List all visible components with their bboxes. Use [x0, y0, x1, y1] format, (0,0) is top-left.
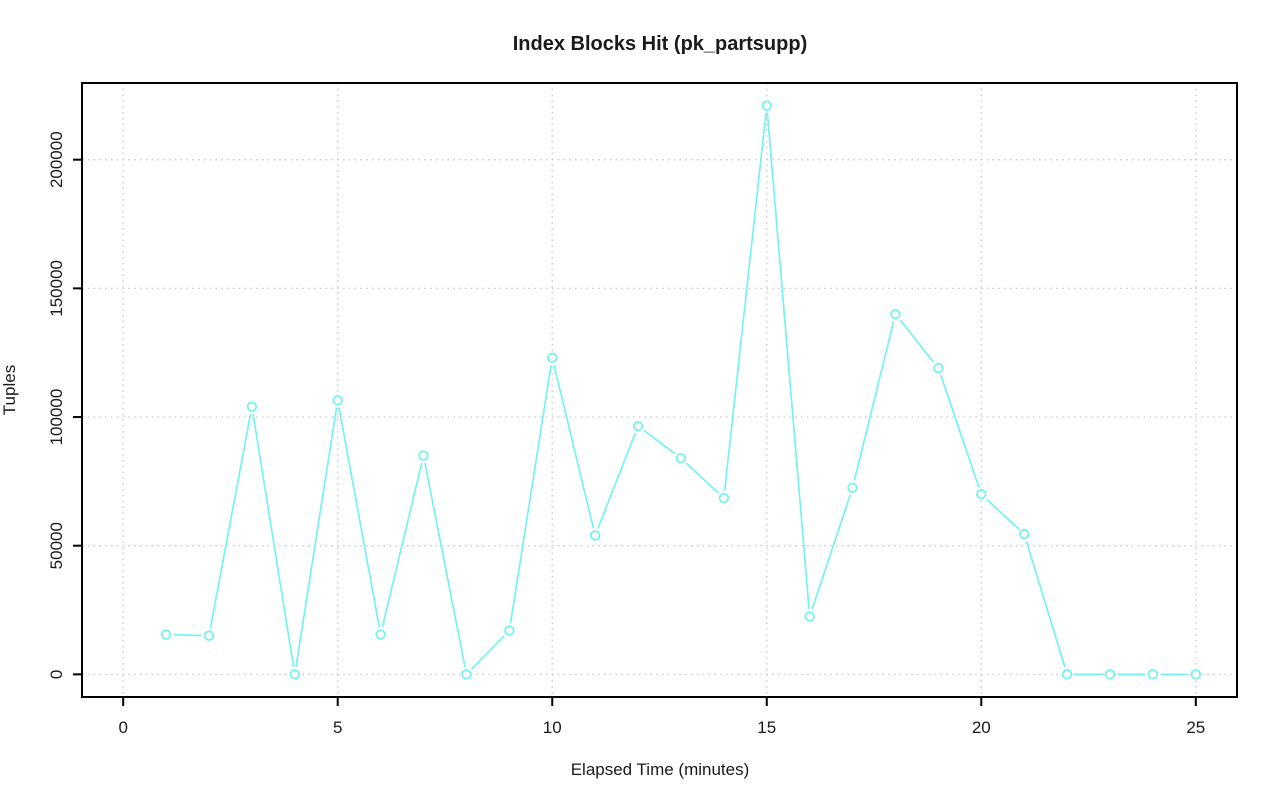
line-segment: [853, 321, 895, 481]
data-point-marker: [1018, 528, 1030, 540]
line-segment: [338, 407, 381, 628]
line-segment: [252, 413, 295, 668]
y-tick-label: 150000: [47, 260, 66, 317]
x-axis-label: Elapsed Time (minutes): [571, 760, 750, 779]
plot-border: [81, 82, 1238, 698]
data-point-marker: [160, 629, 172, 640]
data-point-marker: [718, 492, 730, 504]
axis-layer: 0 5 10 15 20 25 0 50000 100000 150000 200000: [47, 131, 1205, 737]
line-segment: [723, 113, 767, 491]
chart-title: Index Blocks Hit (pk_partsupp): [513, 33, 808, 55]
x-tick-label: 5: [333, 718, 342, 737]
data-point-marker: [461, 669, 472, 680]
data-point-marker: [203, 630, 215, 641]
line-segment: [381, 462, 423, 628]
y-axis-label: Tuples: [0, 365, 19, 415]
data-point-marker: [589, 530, 601, 541]
data-point-marker: [976, 489, 987, 500]
data-point-marker: [418, 450, 429, 461]
data-point-marker: [933, 362, 944, 374]
data-point-marker: [1061, 669, 1073, 680]
x-tick-label: 0: [118, 718, 127, 737]
data-point-marker: [1104, 669, 1116, 680]
line-segment: [553, 364, 595, 529]
data-point-marker: [1190, 669, 1202, 680]
line-segment: [939, 374, 980, 488]
line-segment: [685, 462, 719, 494]
data-point-marker: [375, 629, 386, 640]
line-segment: [1025, 541, 1066, 668]
data-point-marker: [847, 482, 858, 493]
line-segment: [173, 633, 202, 637]
data-point-marker: [632, 420, 644, 432]
data-point-marker: [761, 100, 772, 111]
data-point-marker: [675, 452, 687, 464]
data-point-marker: [547, 352, 558, 364]
data-series-layer: [160, 100, 1202, 680]
line-segment: [811, 494, 852, 610]
grid-layer: [82, 83, 1237, 697]
data-point-marker: [804, 611, 815, 622]
x-tick-label: 10: [543, 718, 562, 737]
line-segment: [986, 498, 1020, 530]
data-point-marker: [504, 625, 515, 636]
data-point-marker: [890, 308, 901, 320]
line-segment: [643, 429, 676, 455]
line-segment: [424, 462, 466, 668]
y-tick-label: 200000: [47, 131, 66, 188]
data-point-marker: [289, 669, 301, 680]
line-segment: [899, 319, 935, 363]
line-segment: [295, 407, 338, 668]
line-segment: [209, 413, 252, 629]
data-point-marker: [246, 401, 258, 412]
line-segment: [471, 635, 505, 670]
y-tick-label: 50000: [47, 522, 66, 569]
y-tick-label: 100000: [47, 389, 66, 446]
y-tick-label: 0: [47, 670, 66, 679]
x-tick-label: 25: [1186, 718, 1205, 737]
x-tick-label: 20: [972, 718, 991, 737]
line-segment: [597, 432, 637, 529]
x-tick-label: 15: [757, 718, 776, 737]
line-segment: [509, 365, 552, 624]
data-point-marker: [332, 395, 343, 406]
line-segment: [766, 113, 810, 610]
data-point-marker: [1147, 669, 1159, 680]
